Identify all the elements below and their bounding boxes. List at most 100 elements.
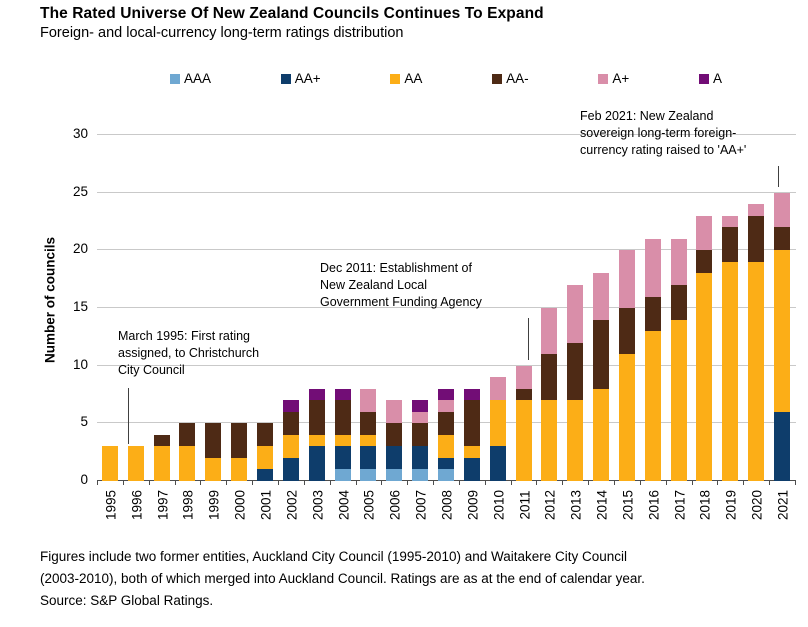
bar-2015-A+ <box>618 250 635 309</box>
footnote-line: Source: S&P Global Ratings. <box>40 593 214 608</box>
x-tick-label-1998: 1998 <box>180 489 196 521</box>
legend-item-label: A+ <box>612 71 630 86</box>
bar-2014-A+ <box>593 273 610 320</box>
bar-2006-A+ <box>386 400 403 424</box>
bar-2007-A <box>412 400 429 412</box>
bar-2014-AA- <box>593 319 610 389</box>
legend-item-AA: AA <box>390 71 422 86</box>
bar-2019-AA- <box>722 227 739 262</box>
bar-2018-A+ <box>696 215 713 251</box>
bar-2010-A+ <box>489 377 506 401</box>
bar-2017-AA- <box>670 285 687 320</box>
bar-2002-AA+ <box>282 457 299 481</box>
gridline-y-10 <box>97 364 796 366</box>
x-tick-label-2003: 2003 <box>310 489 326 521</box>
bar-2003-AA- <box>308 400 325 435</box>
bar-2019-A+ <box>722 215 739 228</box>
legend-item-AA-: AA- <box>492 71 529 86</box>
bar-2018-AA- <box>696 250 713 274</box>
annotation-dec-2011: Dec 2011: Establishment of New Zealand L… <box>320 260 482 311</box>
bar-2021-A+ <box>774 192 790 228</box>
annotation-feb-2021: Feb 2021: New Zealand sovereign long-ter… <box>580 108 746 159</box>
bar-2021-AA- <box>774 227 790 251</box>
bar-2008-AA <box>437 434 454 458</box>
footnote-line: (2003-2010), both of which merged into A… <box>40 571 645 586</box>
x-axis-tick <box>743 481 745 485</box>
bar-2017-A+ <box>670 238 687 285</box>
bar-2021-AA <box>774 250 790 412</box>
bar-2004-AA+ <box>334 446 351 470</box>
bar-2011-A+ <box>515 365 532 389</box>
bar-2008-A+ <box>437 400 454 412</box>
bar-2007-AA+ <box>412 446 429 470</box>
page-title: The Rated Universe Of New Zealand Counci… <box>40 5 544 22</box>
bar-2018-AA <box>696 273 713 481</box>
page-subtitle: Foreign- and local-currency long-term ra… <box>40 25 404 41</box>
x-axis-tick <box>303 481 305 485</box>
annotation-march-1995: March 1995: First rating assigned, to Ch… <box>118 328 259 379</box>
annotation-pointer-line <box>778 166 779 187</box>
legend: AAA AA+ AA AA- A+ A <box>170 71 722 86</box>
y-tick-label-10: 10 <box>72 356 88 372</box>
y-tick-label-0: 0 <box>80 472 88 487</box>
bar-2005-A+ <box>360 388 377 412</box>
bar-2002-A <box>282 400 299 412</box>
bar-2009-AA+ <box>463 457 480 481</box>
bar-2007-AAA <box>412 469 429 481</box>
annotation-line-text: Government Funding Agency <box>320 295 482 309</box>
bar-2006-AA+ <box>386 446 403 470</box>
bar-2001-AA+ <box>257 469 273 481</box>
legend-swatch-icon <box>492 73 503 84</box>
bar-2010-AA+ <box>489 446 506 481</box>
bar-2006-AAA <box>386 469 403 481</box>
x-tick-label-2008: 2008 <box>439 489 455 521</box>
bar-2009-AA- <box>463 400 480 447</box>
x-tick-label-2015: 2015 <box>620 489 636 521</box>
legend-item-A: A <box>698 71 722 86</box>
x-axis-tick <box>510 481 512 485</box>
annotation-line-text: March 1995: First rating <box>118 329 250 343</box>
x-axis-tick <box>458 481 460 485</box>
x-tick-label-2005: 2005 <box>361 489 377 521</box>
x-tick-label-2019: 2019 <box>723 489 739 521</box>
bar-2013-AA- <box>567 342 584 401</box>
bar-2001-AA- <box>257 423 273 447</box>
bar-2000-AA- <box>231 423 248 458</box>
annotation-pointer-line <box>128 388 129 444</box>
x-axis-tick <box>769 481 771 485</box>
x-tick-label-2016: 2016 <box>646 489 662 521</box>
x-axis-tick <box>381 481 383 485</box>
y-tick-label-25: 25 <box>72 183 88 199</box>
x-axis-tick <box>200 481 202 485</box>
x-axis-tick <box>562 481 564 485</box>
x-axis-tick <box>484 481 486 485</box>
bar-2016-AA- <box>644 296 661 332</box>
bar-1995-AA <box>101 446 118 481</box>
bar-2009-A <box>463 388 480 401</box>
bar-2004-AAA <box>334 469 351 481</box>
legend-item-label: AA+ <box>294 71 321 86</box>
bar-2014-AA <box>593 388 610 481</box>
x-axis-tick <box>536 481 538 485</box>
x-axis-tick <box>614 481 615 485</box>
x-axis-tick <box>691 481 693 485</box>
x-tick-label-2021: 2021 <box>775 489 791 521</box>
x-tick-label-2006: 2006 <box>387 489 403 521</box>
x-axis-tick <box>717 481 719 485</box>
annotation-line-text: New Zealand Local <box>320 278 428 292</box>
gridline-y-30 <box>97 134 796 136</box>
bar-2020-AA <box>748 261 765 481</box>
bar-2005-AA <box>360 434 377 447</box>
x-tick-label-2002: 2002 <box>284 489 300 521</box>
x-tick-label-1996: 1996 <box>129 489 145 521</box>
bar-2008-AA+ <box>437 457 454 470</box>
x-tick-label-2000: 2000 <box>232 489 248 521</box>
x-tick-label-2020: 2020 <box>749 489 765 521</box>
x-tick-label-1995: 1995 <box>103 489 119 521</box>
bar-2016-A+ <box>644 238 661 297</box>
bar-2003-A <box>308 388 325 401</box>
x-tick-label-2012: 2012 <box>542 489 558 521</box>
bar-2008-AAA <box>437 469 454 481</box>
annotation-line-text: sovereign long-term foreign- <box>580 126 737 140</box>
